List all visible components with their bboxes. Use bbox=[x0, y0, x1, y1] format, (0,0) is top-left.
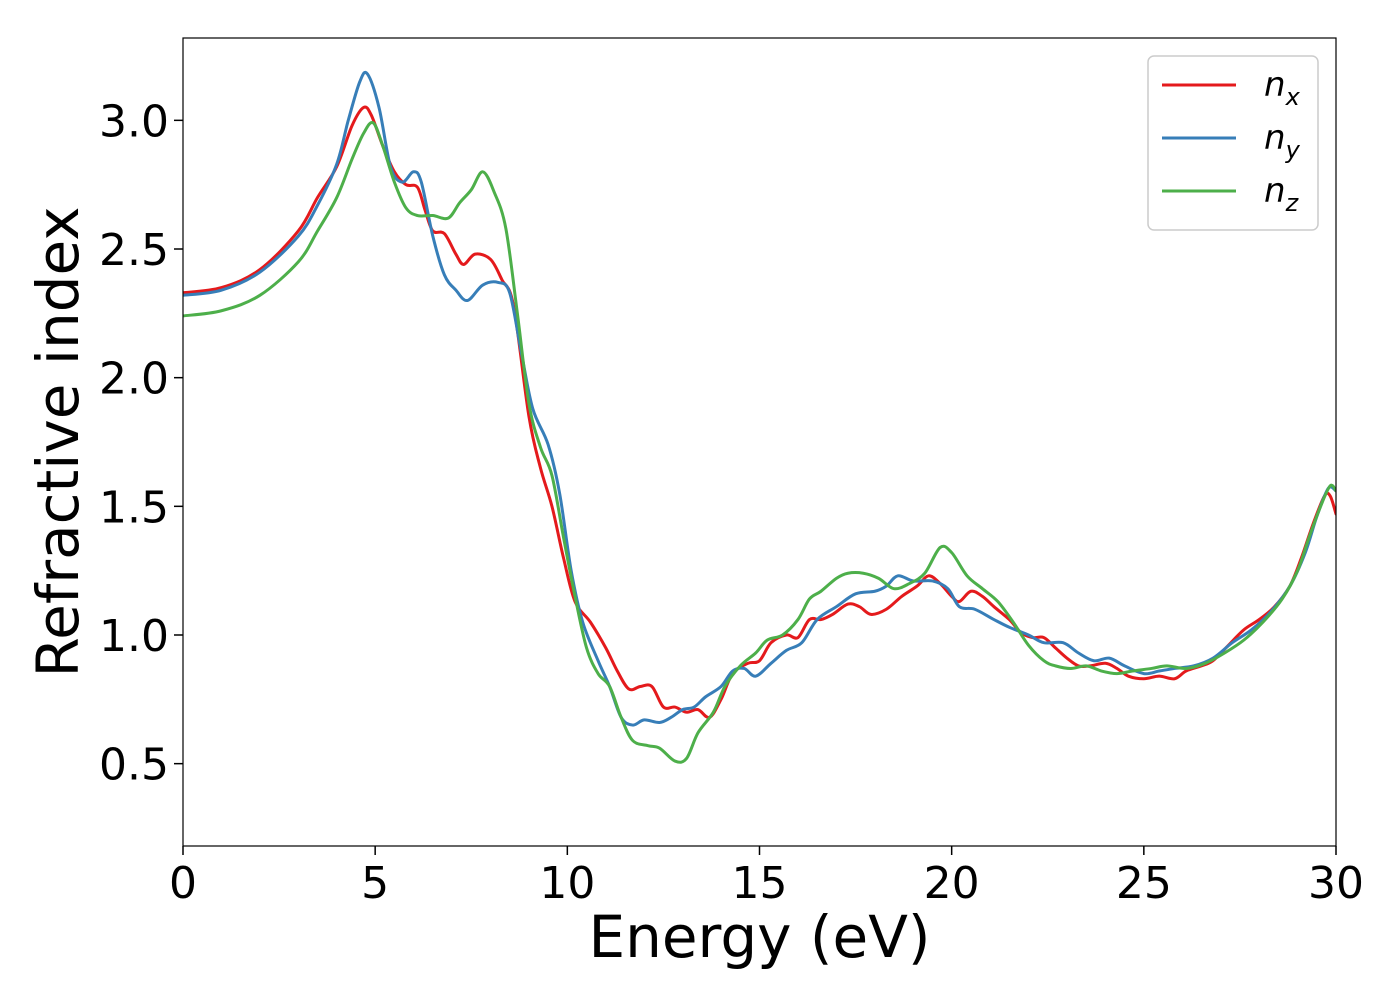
legend-label-main: n bbox=[1264, 118, 1286, 158]
y-tick-label: 0.5 bbox=[99, 740, 169, 791]
series-line-nx bbox=[183, 105, 1336, 720]
y-tick-label: 1.0 bbox=[99, 611, 169, 662]
x-tick-label: 5 bbox=[361, 858, 389, 909]
x-tick-label: 20 bbox=[924, 858, 980, 909]
legend-label-main: n bbox=[1264, 171, 1286, 211]
series-line-nz bbox=[183, 121, 1336, 764]
y-axis-title: Refractive index bbox=[24, 206, 92, 677]
y-tick-label: 2.0 bbox=[99, 354, 169, 405]
series-line-ny bbox=[183, 70, 1336, 727]
legend-label-subscript: y bbox=[1285, 136, 1301, 164]
x-axis-title: Energy (eV) bbox=[588, 903, 930, 971]
legend-label-subscript: x bbox=[1285, 83, 1301, 111]
x-tick-label: 15 bbox=[732, 858, 788, 909]
legend-label-ny: ny bbox=[1264, 118, 1301, 164]
y-tick-label: 1.5 bbox=[99, 482, 169, 533]
x-tick-label: 25 bbox=[1116, 858, 1172, 909]
legend-label-main: n bbox=[1264, 65, 1286, 105]
legend-box bbox=[1147, 55, 1319, 231]
y-tick-label: 2.5 bbox=[99, 225, 169, 276]
x-tick-label: 30 bbox=[1308, 858, 1364, 909]
y-tick-label: 3.0 bbox=[99, 96, 169, 147]
legend-label-nz: nz bbox=[1264, 171, 1300, 217]
x-tick-label: 10 bbox=[539, 858, 595, 909]
legend-label-nx: nx bbox=[1264, 65, 1301, 111]
x-tick-label: 0 bbox=[169, 858, 197, 909]
ticks-layer: 0 5 10 15 20 25 30 0.5 1.0 1.5 2.0 2.5 3.0 bbox=[99, 96, 1364, 909]
series-layer bbox=[183, 70, 1336, 764]
legend-label-subscript: z bbox=[1285, 189, 1300, 217]
